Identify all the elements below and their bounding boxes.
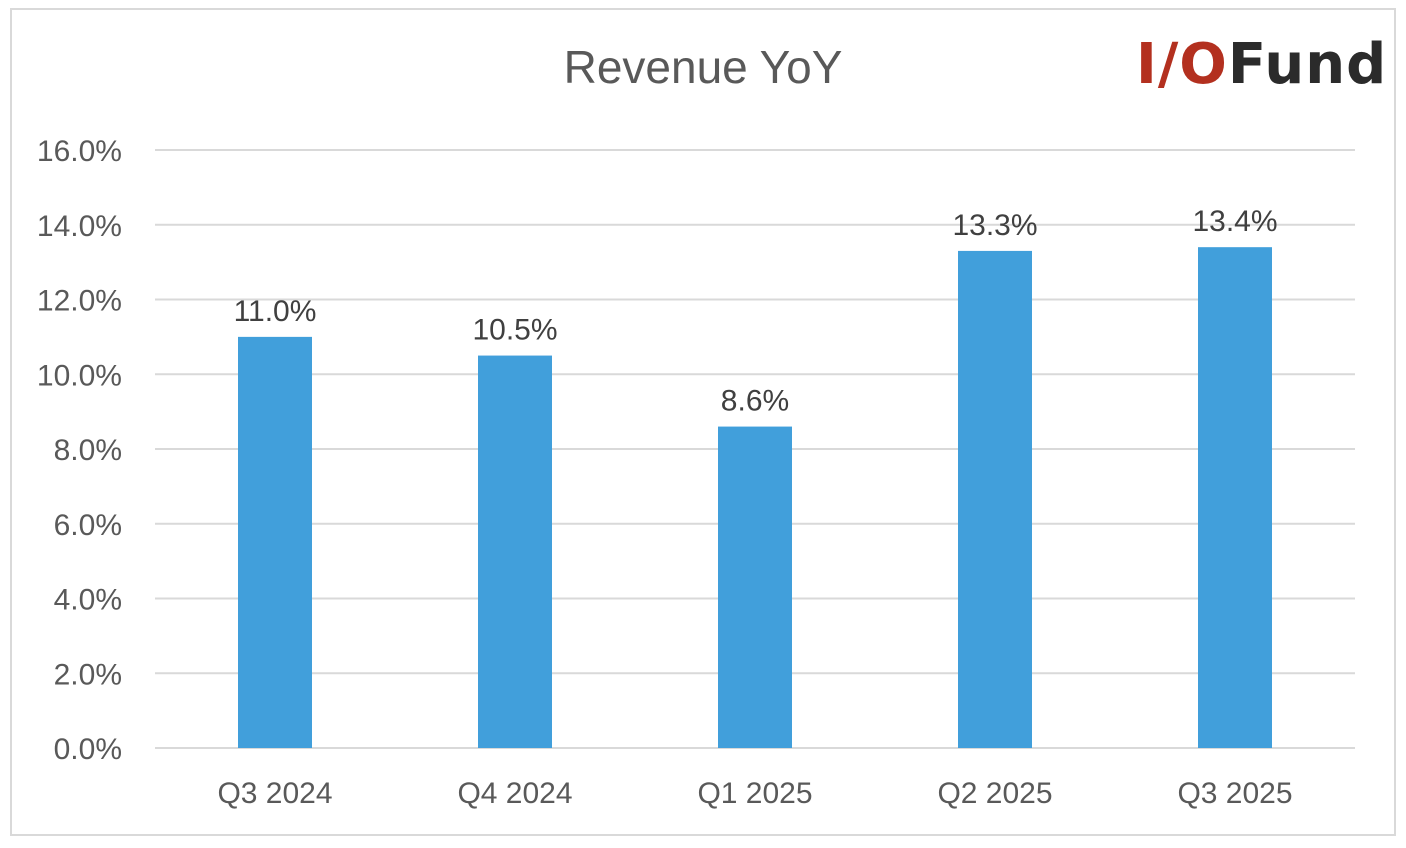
x-tick-label: Q1 2025 — [697, 777, 812, 810]
x-tick-label: Q3 2024 — [217, 777, 332, 810]
x-tick-label: Q2 2025 — [937, 777, 1052, 810]
y-axis: 0.0% 2.0% 4.0% 6.0% 8.0% 10.0% 12.0% 14.0% 16.0% — [37, 135, 122, 766]
data-labels: 11.0% 10.5% 8.6% 13.3% 13.4% — [234, 205, 1278, 417]
chart-title: Revenue YoY — [563, 41, 843, 93]
data-label: 8.6% — [721, 385, 789, 418]
bar — [238, 336, 312, 748]
bars — [238, 247, 1272, 749]
logo-accent-text: I/O — [1136, 32, 1228, 97]
bar — [1198, 247, 1272, 749]
x-tick-label: Q4 2024 — [457, 777, 572, 810]
y-tick-label: 4.0% — [54, 584, 122, 617]
data-label: 13.3% — [952, 209, 1037, 242]
bar — [478, 355, 552, 748]
data-label: 10.5% — [472, 314, 557, 347]
y-tick-label: 0.0% — [54, 733, 122, 766]
data-label: 13.4% — [1192, 205, 1277, 238]
io-fund-logo: I/OFund — [1136, 30, 1387, 100]
y-tick-label: 8.0% — [54, 434, 122, 467]
logo-rest-text: Fund — [1227, 32, 1388, 97]
y-tick-label: 14.0% — [37, 210, 122, 243]
y-tick-label: 16.0% — [37, 135, 122, 168]
y-tick-label: 2.0% — [54, 658, 122, 691]
x-tick-label: Q3 2025 — [1177, 777, 1292, 810]
y-tick-label: 10.0% — [37, 359, 122, 392]
bar — [718, 426, 792, 748]
y-tick-label: 12.0% — [37, 285, 122, 318]
y-tick-label: 6.0% — [54, 509, 122, 542]
data-label: 11.0% — [234, 295, 317, 328]
x-axis: Q3 2024 Q4 2024 Q1 2025 Q2 2025 Q3 2025 — [217, 777, 1292, 810]
bar — [958, 250, 1032, 748]
